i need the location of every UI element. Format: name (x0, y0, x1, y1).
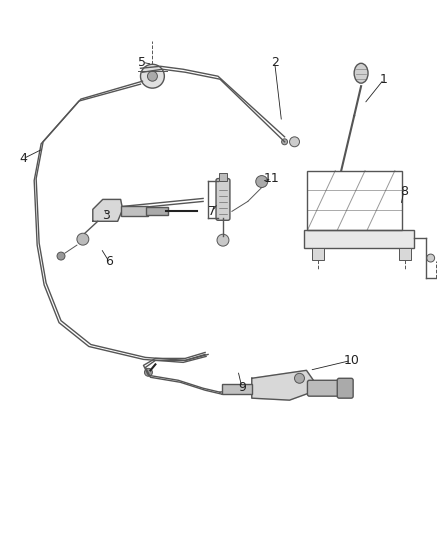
FancyBboxPatch shape (399, 248, 411, 260)
Text: 2: 2 (271, 56, 279, 69)
FancyBboxPatch shape (146, 207, 168, 215)
Text: 8: 8 (400, 185, 408, 198)
FancyBboxPatch shape (222, 384, 252, 394)
Text: 5: 5 (138, 56, 146, 69)
Text: 11: 11 (264, 172, 279, 185)
Circle shape (294, 373, 304, 383)
FancyBboxPatch shape (337, 378, 353, 398)
Circle shape (145, 368, 152, 376)
Circle shape (282, 139, 288, 145)
Ellipse shape (354, 63, 368, 83)
Text: 6: 6 (105, 255, 113, 268)
FancyBboxPatch shape (120, 206, 148, 216)
Circle shape (148, 71, 157, 81)
Circle shape (77, 233, 89, 245)
Circle shape (57, 252, 65, 260)
FancyBboxPatch shape (304, 230, 414, 248)
Text: 3: 3 (102, 209, 110, 222)
Text: 9: 9 (238, 381, 246, 394)
Text: 1: 1 (380, 72, 388, 86)
Polygon shape (93, 199, 123, 221)
Polygon shape (252, 370, 314, 400)
Circle shape (141, 64, 164, 88)
FancyBboxPatch shape (219, 173, 227, 181)
Text: 4: 4 (19, 152, 27, 165)
Circle shape (427, 254, 434, 262)
FancyBboxPatch shape (312, 248, 324, 260)
Circle shape (290, 137, 300, 147)
Text: 7: 7 (208, 205, 216, 218)
Circle shape (256, 175, 268, 188)
Text: 10: 10 (343, 354, 359, 367)
FancyBboxPatch shape (307, 380, 343, 396)
Circle shape (217, 234, 229, 246)
FancyBboxPatch shape (216, 179, 230, 220)
